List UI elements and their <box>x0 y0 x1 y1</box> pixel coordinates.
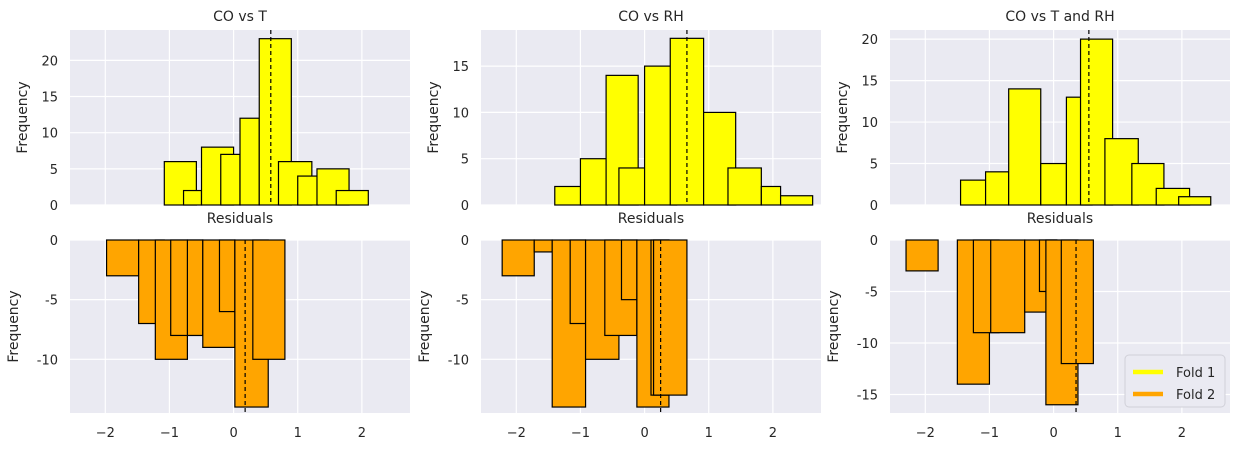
y-tick-label: 0 <box>870 199 878 214</box>
y-tick-label: 5 <box>870 158 878 173</box>
histogram-bar <box>984 171 1010 206</box>
y-tick-label: 20 <box>861 33 878 48</box>
y-tick-label: 0 <box>461 199 469 214</box>
histogram-bar <box>905 239 939 272</box>
x-tick-label: 1 <box>294 426 302 441</box>
histogram-bar <box>239 117 260 206</box>
x-axis-label: Residuals <box>1027 211 1093 227</box>
y-axis-label: Frequency <box>417 290 433 362</box>
x-tick-label: −1 <box>571 426 590 441</box>
y-tick-label: 10 <box>41 127 58 142</box>
x-tick-label: 0 <box>229 426 237 441</box>
legend-label-1: Fold 1 <box>1176 366 1215 381</box>
y-tick-label: 0 <box>50 234 58 249</box>
x-tick-label: −2 <box>916 426 935 441</box>
histogram-bar <box>652 239 688 396</box>
legend: Fold 1 Fold 2 <box>1124 354 1226 408</box>
histogram-bar <box>533 239 553 253</box>
chart-panel-4: 0 -5 -10 −2 −1 0 1 2 Frequency <box>6 234 410 441</box>
histogram-bar <box>760 185 782 206</box>
histogram-bar <box>727 167 762 206</box>
y-axis-label: Frequency <box>826 290 842 362</box>
histogram-bar <box>182 189 203 206</box>
y-tick-label: -5 <box>456 294 469 309</box>
y-tick-label: 10 <box>452 106 469 121</box>
y-tick-label: 15 <box>41 91 58 106</box>
chart-title: CO vs T <box>213 9 267 25</box>
x-tick-label: −1 <box>160 426 179 441</box>
x-tick-label: 1 <box>1114 426 1122 441</box>
histogram-bar <box>620 239 638 301</box>
histogram-bar <box>297 175 319 206</box>
y-tick-label: -10 <box>448 353 469 368</box>
histogram-bar <box>186 239 204 337</box>
x-tick-label: −2 <box>96 426 115 441</box>
x-tick-label: −2 <box>507 426 526 441</box>
y-tick-label: 0 <box>461 234 469 249</box>
histogram-bar <box>105 239 140 277</box>
y-tick-label: 0 <box>50 199 58 214</box>
histogram-bar <box>579 158 608 206</box>
y-tick-label: -10 <box>857 337 878 352</box>
histogram-bar <box>335 189 369 206</box>
histogram-bar <box>220 153 241 206</box>
y-axis-label: Frequency <box>426 81 442 153</box>
y-axis-label: Frequency <box>6 290 22 362</box>
chart-title: CO vs T and RH <box>1005 9 1114 25</box>
y-tick-label: 15 <box>452 60 469 75</box>
y-tick-label: 20 <box>41 54 58 69</box>
x-tick-label: 2 <box>769 426 777 441</box>
histogram-bar <box>501 239 535 277</box>
y-tick-label: 15 <box>861 75 878 90</box>
histogram-bar <box>959 179 987 206</box>
chart-panel-2: 0 5 10 15 CO vs RH Residuals Frequency <box>426 9 821 227</box>
histogram-bar <box>1178 196 1212 206</box>
histogram-bar <box>990 239 1026 334</box>
histogram-bar <box>1040 162 1068 206</box>
chart-panel-1: 0 5 10 15 20 CO vs T Residuals Frequency <box>15 9 410 227</box>
x-tick-label: 2 <box>1178 426 1186 441</box>
x-tick-label: 2 <box>358 426 366 441</box>
x-tick-label: 0 <box>1049 426 1057 441</box>
y-tick-label: -10 <box>37 353 58 368</box>
chart-title: CO vs RH <box>618 9 684 25</box>
y-tick-label: 5 <box>461 153 469 168</box>
x-axis-label: Residuals <box>207 211 273 227</box>
histogram-bar <box>618 167 646 206</box>
y-tick-label: 0 <box>870 234 878 249</box>
chart-panel-6: 0 -5 -10 -15 −2 −1 0 1 2 Frequency <box>826 234 1230 441</box>
legend-label-2: Fold 2 <box>1176 388 1215 403</box>
y-tick-label: -5 <box>45 294 58 309</box>
y-tick-label: -5 <box>865 285 878 300</box>
chart-panel-5: 0 -5 -10 −2 −1 0 1 2 Frequency <box>417 234 821 441</box>
histogram-bar <box>1060 239 1094 365</box>
y-axis-label: Frequency <box>835 81 851 153</box>
histogram-bar <box>569 239 587 325</box>
chart-panel-3: 0 5 10 15 20 CO vs T and RH Residuals Frequency <box>835 9 1230 227</box>
histogram-bar <box>1008 88 1042 206</box>
y-axis-label: Frequency <box>15 81 31 153</box>
histogram-bar <box>218 239 236 313</box>
histogram-bar <box>779 195 814 206</box>
x-tick-label: −1 <box>980 426 999 441</box>
x-tick-label: 1 <box>705 426 713 441</box>
histogram-bar <box>252 239 286 360</box>
y-tick-label: 5 <box>50 163 58 178</box>
y-tick-label: -15 <box>857 388 878 403</box>
x-axis-label: Residuals <box>618 211 684 227</box>
y-tick-label: 10 <box>861 116 878 131</box>
x-tick-label: 0 <box>640 426 648 441</box>
histogram-bar <box>554 185 583 206</box>
